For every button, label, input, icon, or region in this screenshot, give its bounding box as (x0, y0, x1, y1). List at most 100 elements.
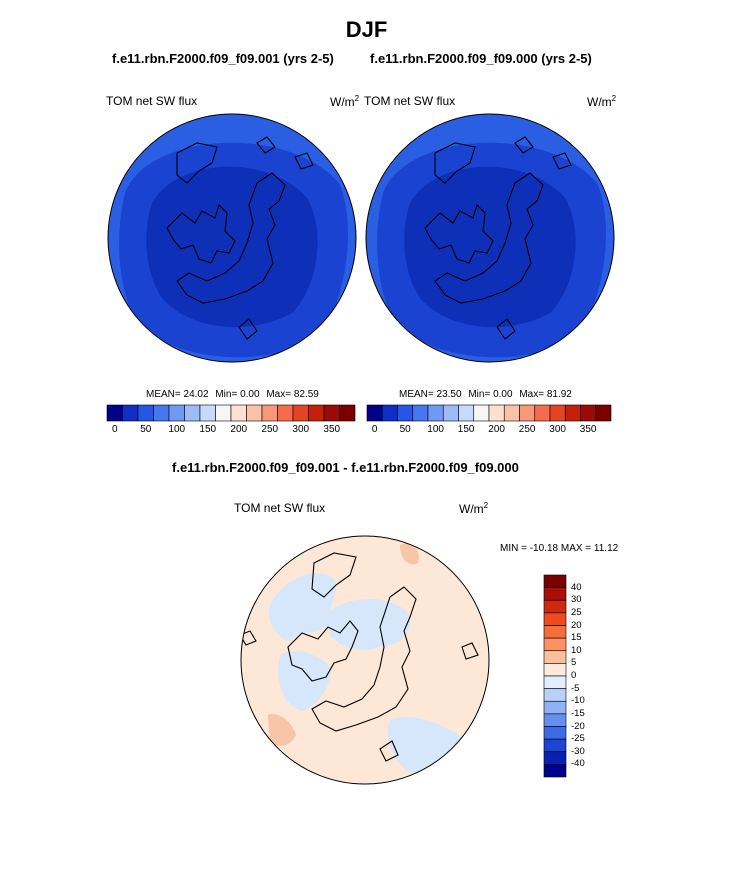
units-label-diff: W/m2 (459, 501, 488, 516)
diff-colorbar-label: 25 (571, 606, 582, 618)
coastline-eurasia (434, 172, 544, 304)
diff-colorbar-swatch (543, 688, 567, 702)
colorbar-tick-label: 350 (579, 424, 597, 435)
colorbar-swatch (549, 404, 566, 422)
diff-colorbar-label: 30 (571, 594, 582, 606)
diff-colorbar-swatch (543, 663, 567, 677)
mean-label: MEAN= (146, 389, 181, 400)
stats-right: MEAN= 23.50 Min= 0.00 Max= 81.92 (399, 389, 572, 400)
difference-title: f.e11.rbn.F2000.f09_f09.001 - f.e11.rbn.… (172, 460, 519, 475)
coastline-north-america (176, 142, 218, 184)
diff-colorbar-swatch (543, 625, 567, 639)
colorbar-swatch (534, 404, 551, 422)
colorbar-tick-label: 150 (457, 424, 475, 435)
colorbar-swatch (308, 404, 325, 422)
coastline-north-america (434, 142, 476, 184)
max-label: Max= (519, 389, 545, 400)
colorbar-swatch (503, 404, 520, 422)
diff-colorbar-label: 5 (571, 657, 577, 669)
diff-colorbar-label: -15 (571, 707, 585, 719)
diff-range-text: MIN = -10.18 MAX = 11.12 (500, 543, 619, 554)
diff-colorbar-label: 10 (571, 644, 582, 656)
colorbar-swatch (412, 404, 429, 422)
coastline-islands (496, 136, 572, 340)
coastline-eurasia (176, 172, 286, 304)
diff-colorbar-swatch (543, 738, 567, 753)
colorbar-ticks-right: 0 50 100 150 200 250 300 350 (367, 424, 611, 438)
diff-colorbar-swatch (543, 764, 567, 778)
colorbar-tick-label: 250 (518, 424, 536, 435)
diff-colorbar-label: 40 (571, 581, 582, 593)
colorbar-swatch (106, 404, 123, 422)
colorbar-swatch (230, 404, 247, 422)
coastline-eurasia (311, 586, 417, 732)
colorbar-tick-label: 150 (199, 424, 217, 435)
colorbar-tick-label: 300 (292, 424, 310, 435)
diff-colorbar-swatch (543, 599, 567, 614)
mean-label: MEAN= (399, 389, 434, 400)
colorbar-swatch (442, 404, 459, 422)
coastline-islands (238, 136, 314, 340)
coastline-greenland (166, 203, 236, 264)
coastline-islands (241, 630, 479, 762)
colorbar-tick-label: 300 (549, 424, 566, 435)
colorbar-tick-label: 50 (399, 424, 411, 435)
variable-label-right: TOM net SW flux (364, 94, 456, 108)
colorbar-swatch (168, 404, 185, 422)
polar-map-left (107, 113, 357, 363)
diff-colorbar-swatch (543, 726, 567, 740)
units-exponent: 2 (483, 501, 489, 510)
units-exponent: 2 (354, 94, 360, 103)
colorbar-swatch (292, 404, 309, 422)
diff-colorbar-label: 0 (571, 670, 577, 681)
colorbar-swatch (595, 404, 612, 422)
colorbar-tick-label: 200 (230, 424, 248, 435)
colorbar-tick-label: 50 (140, 424, 152, 435)
colorbar-swatch (488, 404, 505, 422)
colorbar-swatch (580, 404, 597, 422)
diff-colorbar-label: -25 (571, 733, 585, 745)
min-label: Min= (468, 389, 491, 400)
case-title-right: f.e11.rbn.F2000.f09_f09.000 (yrs 2-5) (370, 51, 592, 66)
max-value: 81.92 (546, 389, 572, 400)
mean-value: 24.02 (183, 389, 209, 400)
min-value: 0.00 (493, 389, 513, 400)
colorbar-swatch (397, 404, 414, 422)
diff-colorbar (543, 574, 567, 778)
colorbar-swatch (215, 404, 232, 422)
stats-left: MEAN= 24.02 Min= 0.00 Max= 82.59 (146, 389, 319, 400)
diff-colorbar-label: -30 (571, 745, 585, 757)
diff-negative-region-arctic (325, 598, 411, 651)
units-label-left: W/m2 (330, 94, 359, 109)
diff-colorbar-label: -20 (571, 720, 585, 732)
colorbar-swatch (473, 404, 490, 422)
diff-colorbar-swatch (543, 612, 567, 626)
mean-value: 23.50 (436, 389, 462, 400)
colorbar-tick-label: 250 (261, 424, 279, 435)
colorbar-swatch (184, 404, 201, 422)
diff-colorbar-label: 20 (571, 619, 582, 631)
colorbar-swatch (199, 404, 216, 422)
diff-colorbar-swatch (543, 587, 567, 601)
polar-map-right (365, 113, 615, 363)
colorbar-tick-label: 100 (427, 424, 444, 435)
colorbar-ticks-left: 0 50 100 150 200 250 300 350 (107, 424, 355, 438)
max-label: Max= (266, 389, 292, 400)
units-exponent: 2 (611, 94, 617, 103)
diff-colorbar-swatch (543, 675, 567, 689)
case-title-left: f.e11.rbn.F2000.f09_f09.001 (yrs 2-5) (112, 51, 334, 66)
diff-colorbar-label: -40 (571, 758, 585, 770)
colorbar-swatch (277, 404, 294, 422)
diff-colorbar-swatch (543, 713, 567, 727)
colorbar-swatch (366, 404, 383, 422)
season-title: DJF (345, 17, 388, 42)
units-text: W/m (459, 502, 484, 516)
colorbar-swatch (137, 404, 154, 422)
coastline-north-america (311, 552, 357, 598)
colorbar-swatch (153, 404, 170, 422)
colorbar-tick-label: 200 (488, 424, 505, 435)
diff-negative-region-north (268, 573, 337, 641)
diff-colorbar-label: -5 (571, 682, 580, 694)
units-text: W/m (330, 95, 355, 109)
colorbar-tick-label: 0 (371, 424, 378, 435)
